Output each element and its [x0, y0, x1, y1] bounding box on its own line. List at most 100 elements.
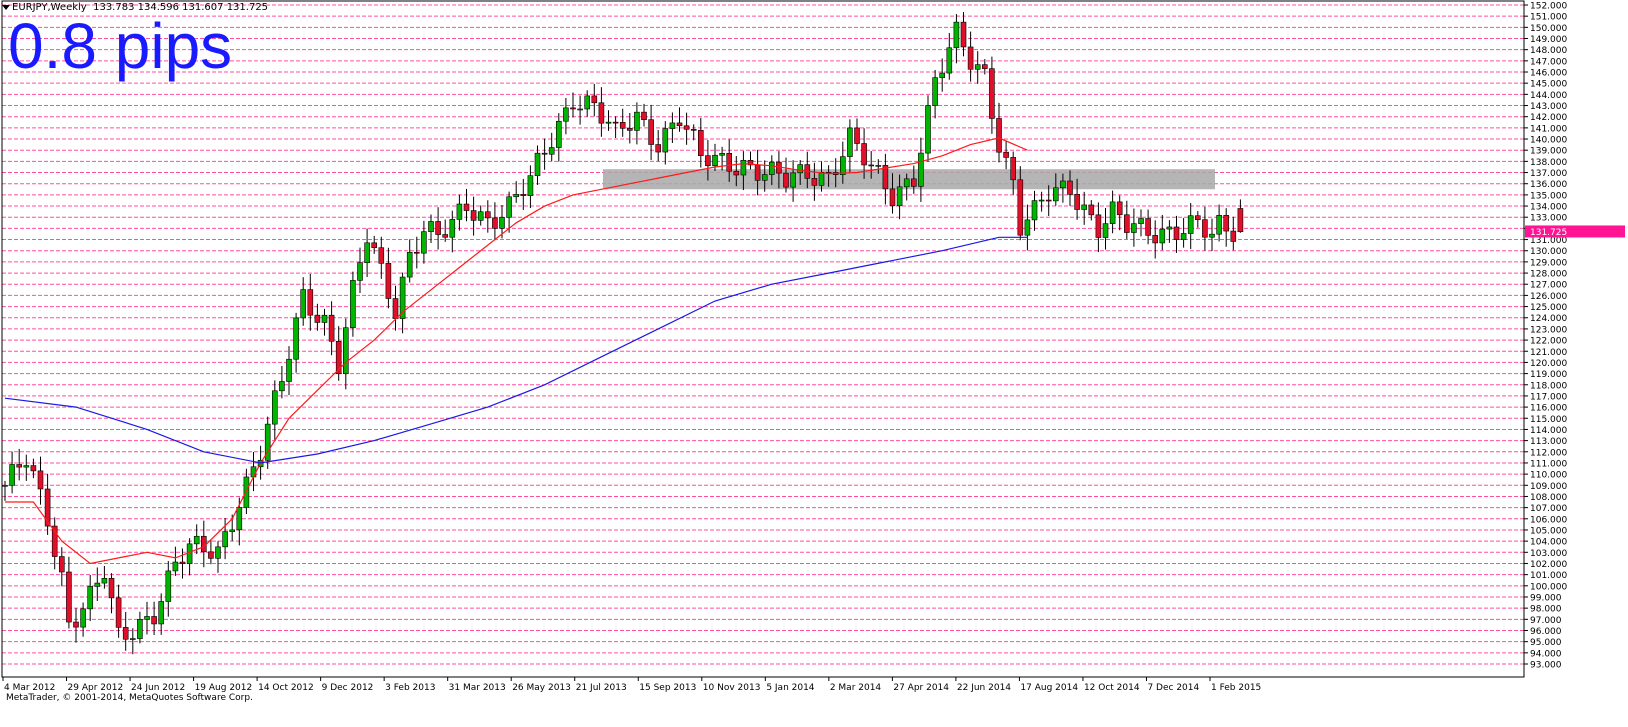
candle-body[interactable] — [1003, 151, 1009, 158]
candle-body[interactable] — [669, 122, 676, 129]
candle-body[interactable] — [705, 155, 711, 167]
candle-body[interactable] — [548, 147, 555, 155]
candle-body[interactable] — [172, 561, 179, 572]
candle-body[interactable] — [30, 465, 37, 472]
candle-body[interactable] — [761, 174, 768, 181]
candle-body[interactable] — [1109, 201, 1116, 224]
candle-body[interactable] — [690, 129, 697, 131]
candle-body[interactable] — [449, 219, 456, 238]
candle-body[interactable] — [201, 535, 207, 553]
candle-body[interactable] — [1131, 223, 1137, 233]
candle-body[interactable] — [215, 546, 221, 559]
candle-body[interactable] — [598, 102, 605, 124]
candle-body[interactable] — [236, 507, 243, 531]
candle-body[interactable] — [889, 188, 896, 207]
candle-body[interactable] — [541, 152, 548, 155]
candle-body[interactable] — [790, 172, 796, 188]
candle-body[interactable] — [527, 175, 534, 196]
candle-body[interactable] — [1223, 215, 1229, 232]
candle-body[interactable] — [655, 144, 662, 153]
candle-body[interactable] — [477, 211, 484, 221]
candle-body[interactable] — [80, 608, 86, 628]
candle-body[interactable] — [321, 314, 328, 323]
candle-body[interactable] — [499, 216, 505, 229]
candle-body[interactable] — [868, 164, 875, 167]
candle-body[interactable] — [797, 164, 804, 174]
candle-body[interactable] — [66, 571, 72, 623]
candle-body[interactable] — [1088, 204, 1095, 216]
candle-body[interactable] — [108, 578, 115, 599]
candle-body[interactable] — [222, 531, 228, 548]
candle-body[interactable] — [1053, 187, 1059, 202]
candle-body[interactable] — [641, 111, 647, 120]
candle-body[interactable] — [910, 178, 917, 187]
candle-body[interactable] — [151, 616, 157, 625]
candle-body[interactable] — [357, 262, 363, 281]
candle-body[interactable] — [953, 21, 960, 49]
candle-body[interactable] — [712, 154, 718, 167]
candle-body[interactable] — [179, 561, 186, 564]
candle-body[interactable] — [208, 551, 214, 559]
candle-body[interactable] — [1216, 215, 1222, 235]
candle-body[interactable] — [23, 465, 30, 468]
candle-body[interactable] — [1138, 218, 1144, 224]
candle-body[interactable] — [1024, 219, 1031, 236]
candle-body[interactable] — [37, 470, 44, 490]
candle-body[interactable] — [1116, 201, 1123, 216]
candle-body[interactable] — [137, 619, 143, 639]
candle-body[interactable] — [861, 143, 867, 166]
candle-body[interactable] — [1195, 215, 1201, 220]
candle-body[interactable] — [1067, 180, 1073, 195]
candle-body[interactable] — [733, 170, 740, 176]
candle-body[interactable] — [1031, 200, 1038, 221]
candle-body[interactable] — [1180, 233, 1187, 240]
candle-body[interactable] — [967, 46, 974, 70]
candle-body[interactable] — [1202, 219, 1208, 238]
candle-body[interactable] — [570, 107, 576, 110]
candle-body[interactable] — [520, 194, 527, 196]
candle-body[interactable] — [1102, 223, 1109, 238]
candle-body[interactable] — [364, 242, 370, 263]
candle-body[interactable] — [186, 543, 193, 564]
candle-body[interactable] — [612, 121, 619, 124]
candle-body[interactable] — [371, 242, 378, 248]
candle-body[interactable] — [1237, 208, 1244, 233]
candle-body[interactable] — [648, 119, 654, 145]
candle-body[interactable] — [165, 570, 172, 602]
candle-body[interactable] — [839, 156, 846, 175]
candle-body[interactable] — [974, 64, 981, 70]
candle-body[interactable] — [250, 466, 257, 478]
candle-body[interactable] — [847, 127, 853, 157]
candle-body[interactable] — [58, 556, 65, 573]
candle-body[interactable] — [456, 203, 463, 220]
candle-body[interactable] — [1166, 226, 1173, 230]
candle-body[interactable] — [740, 160, 747, 176]
candle-body[interactable] — [435, 221, 441, 235]
candle-body[interactable] — [683, 125, 690, 130]
candle-body[interactable] — [271, 390, 278, 425]
candle-body[interactable] — [1045, 199, 1052, 202]
candle-body[interactable] — [676, 122, 683, 127]
candle-body[interactable] — [158, 601, 164, 625]
candle-body[interactable] — [279, 381, 285, 392]
candle-body[interactable] — [101, 578, 108, 584]
candle-body[interactable] — [342, 327, 349, 375]
candle-body[interactable] — [1060, 180, 1066, 189]
candle-body[interactable] — [634, 111, 640, 131]
candle-body[interactable] — [421, 231, 427, 254]
candle-body[interactable] — [626, 128, 633, 131]
candle-body[interactable] — [1010, 157, 1017, 181]
candle-body[interactable] — [1145, 218, 1151, 236]
candle-body[interactable] — [130, 638, 136, 640]
candle-body[interactable] — [747, 160, 754, 166]
candle-body[interactable] — [1038, 199, 1045, 202]
candle-body[interactable] — [442, 234, 449, 238]
candle-body[interactable] — [896, 186, 903, 207]
candle-body[interactable] — [1124, 214, 1130, 233]
candle-body[interactable] — [470, 210, 477, 221]
candle-body[interactable] — [94, 582, 101, 587]
candle-body[interactable] — [903, 178, 910, 188]
candle-body[interactable] — [122, 627, 129, 640]
candle-body[interactable] — [51, 525, 58, 557]
candle-body[interactable] — [875, 165, 882, 167]
